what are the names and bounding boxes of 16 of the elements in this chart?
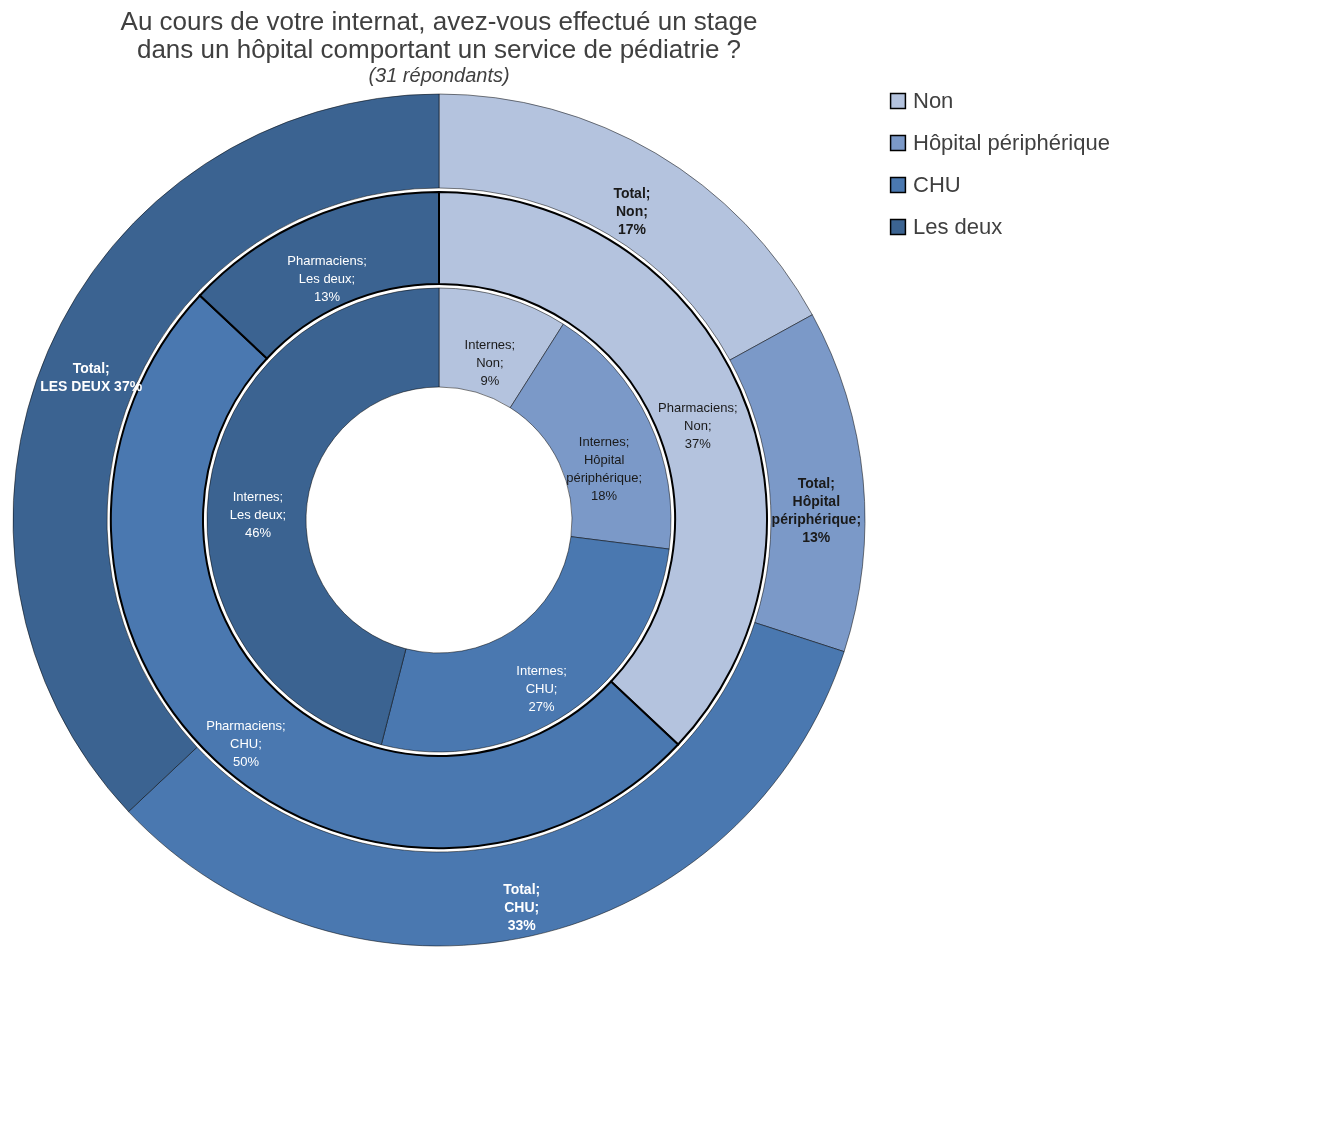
data-label: Internes; Les deux; 46% xyxy=(229,489,287,541)
data-label: Internes; Non; 9% xyxy=(464,336,516,388)
data-label: Pharmaciens; Non; 37% xyxy=(658,400,738,451)
legend-label: Non xyxy=(913,88,954,113)
data-label: Total; CHU; 33% xyxy=(503,880,541,933)
legend-label: Les deux xyxy=(913,214,1003,239)
data-label: Internes; CHU; 27% xyxy=(516,662,567,714)
data-label: Pharmaciens; CHU; 50% xyxy=(206,717,286,769)
data-label: Total; Hôpital périphérique; 13% xyxy=(771,475,862,546)
legend-label: CHU xyxy=(913,172,961,197)
data-label: Total; Non; 17% xyxy=(613,184,651,237)
chart-subtitle: (31 répondants) xyxy=(368,64,510,86)
legend-label: Hôpital périphérique xyxy=(913,130,1110,155)
data-label: Pharmaciens; Les deux; 13% xyxy=(287,253,367,305)
data-label: Internes; Hôpital périphérique; 18% xyxy=(566,434,643,504)
chart-title: Au cours de votre internat, avez-vous effectué un stage dans un hôpital comportant un service de pédiatrie ? xyxy=(120,6,758,64)
